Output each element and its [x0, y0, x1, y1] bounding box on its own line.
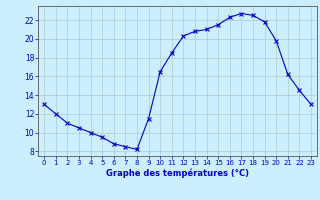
X-axis label: Graphe des températures (°C): Graphe des températures (°C): [106, 169, 249, 178]
